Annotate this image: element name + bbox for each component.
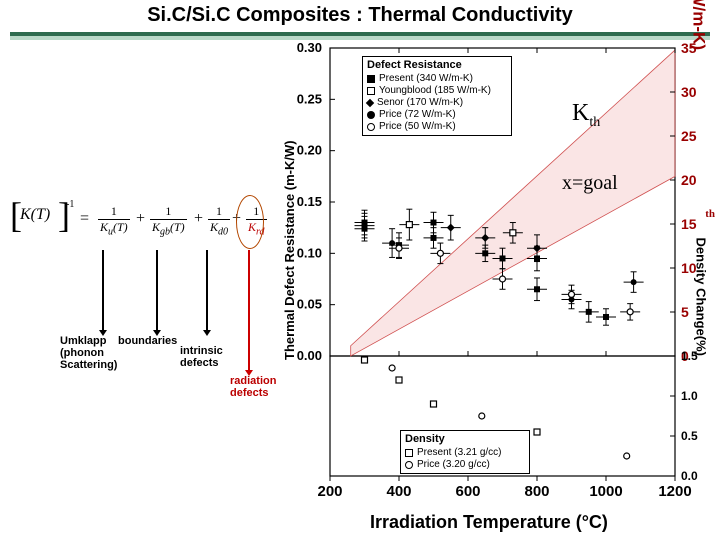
legend-defect-items: Present (340 W/m-K)Youngblood (185 W/m-K… — [367, 73, 507, 132]
svg-text:0.20: 0.20 — [297, 143, 322, 158]
svg-text:0.30: 0.30 — [297, 40, 322, 55]
svg-text:1.0: 1.0 — [681, 389, 698, 403]
svg-text:600: 600 — [455, 483, 480, 500]
legend-density-title: Density — [405, 433, 525, 445]
svg-text:20: 20 — [681, 172, 697, 188]
svg-text:0.0: 0.0 — [681, 469, 698, 483]
svg-text:15: 15 — [681, 216, 697, 232]
x-axis-label: Irradiation Temperature (°C) — [370, 512, 608, 533]
goal-annotation: x=goal — [562, 172, 618, 195]
svg-text:0.10: 0.10 — [297, 245, 322, 260]
svg-text:1000: 1000 — [589, 483, 622, 500]
svg-text:30: 30 — [681, 84, 697, 100]
kth-right-sub: th — [705, 208, 715, 220]
svg-text:0.05: 0.05 — [297, 297, 322, 312]
y-right-dens-label: Density Change(%) — [693, 238, 708, 356]
legend-density: Density Present (3.21 g/cc)Price (3.20 g… — [400, 430, 530, 474]
svg-text:400: 400 — [386, 483, 411, 500]
svg-text:0.5: 0.5 — [681, 429, 698, 443]
chart-svg: 200400600800100012000.000.050.100.150.20… — [0, 0, 720, 540]
svg-text:0.15: 0.15 — [297, 194, 322, 209]
svg-text:25: 25 — [681, 128, 697, 144]
svg-text:0.00: 0.00 — [297, 348, 322, 363]
svg-text:1200: 1200 — [658, 483, 691, 500]
legend-defect-title: Defect Resistance — [367, 59, 507, 71]
svg-text:0.25: 0.25 — [297, 91, 322, 106]
kth-annotation: Kth — [572, 100, 600, 131]
svg-text:5: 5 — [681, 304, 689, 320]
legend-defect: Defect Resistance Present (340 W/m-K)You… — [362, 56, 512, 136]
y-right-k-label: Maximum K (W/m-K) — [688, 0, 708, 50]
svg-text:800: 800 — [524, 483, 549, 500]
legend-density-items: Present (3.21 g/cc)Price (3.20 g/cc) — [405, 447, 525, 470]
svg-text:200: 200 — [317, 483, 342, 500]
y-left-label: Thermal Defect Resistance (m-K/W) — [282, 140, 297, 360]
